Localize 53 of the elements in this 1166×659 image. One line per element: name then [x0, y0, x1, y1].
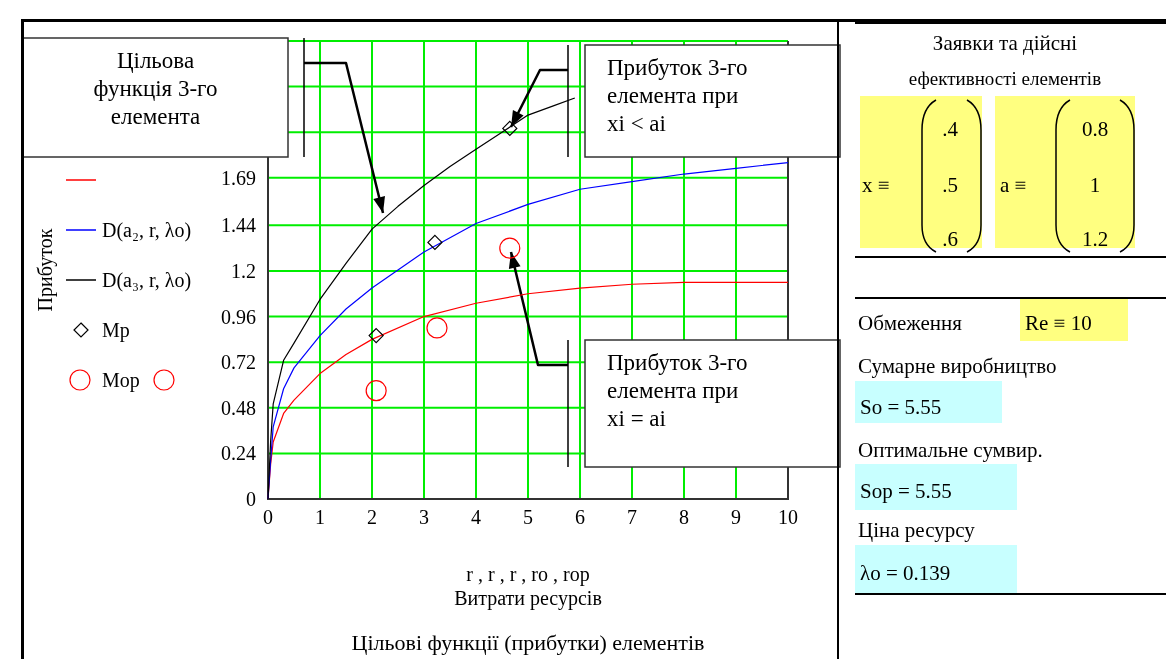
- x-tick-label: 1: [315, 506, 325, 528]
- point: [427, 234, 443, 251]
- y-tick-label: 1.44: [221, 214, 256, 237]
- text: a ≡: [1000, 173, 1027, 197]
- text: .5: [942, 173, 958, 197]
- y-axis-title: Прибуток: [34, 228, 57, 312]
- annotation: Прибуток 3-го елемента при xi = ai: [607, 350, 748, 431]
- text: Цільові функції (прибутки) елементів: [351, 630, 705, 655]
- text: λo = 0.139: [860, 561, 951, 585]
- text: Цільова функція 3-го елемента: [93, 48, 218, 129]
- y-tick-label: 0.72: [221, 351, 256, 374]
- legend-label: Mор: [102, 369, 140, 392]
- x-tick-label: 6: [575, 506, 585, 528]
- annotation: Прибуток 3-го елемента при xi < ai: [607, 55, 748, 136]
- y-tick-label: 0.24: [221, 442, 256, 465]
- text: So = 5.55: [860, 395, 942, 419]
- text: 0.8: [1081, 117, 1109, 141]
- x-tick-label: 0: [263, 506, 273, 528]
- text: Оптимальне сумвир.: [858, 438, 1043, 462]
- y-tick-label: 0: [246, 488, 256, 510]
- text: 1.2: [1081, 227, 1109, 251]
- x-axis-title: r , r , r , ro , rop Витрати ресурсів: [454, 563, 602, 610]
- point: [426, 317, 448, 339]
- legend-label: Mp: [102, 319, 130, 342]
- line-series: [267, 97, 576, 500]
- x-tick-label: 8: [679, 506, 689, 528]
- text: Обмеження: [858, 311, 963, 335]
- x-tick-label: 9: [731, 506, 741, 528]
- text: Re ≡ 10: [1025, 311, 1092, 335]
- text: Ціна ресурсу: [858, 518, 976, 542]
- legend-label: D(a₂, r, λo): [102, 219, 192, 242]
- y-tick-label: 0.48: [221, 396, 256, 419]
- text: x ≡: [862, 173, 890, 197]
- text: Сумарне виробництво: [858, 354, 1057, 378]
- text: Заявки та дійсні ефективності елементів: [908, 31, 1102, 89]
- x-tick-label: 2: [367, 506, 377, 528]
- x-tick-label: 5: [523, 506, 533, 528]
- x-tick-label: 3: [419, 506, 429, 528]
- x-tick-label: 4: [471, 506, 481, 528]
- legend-label: D(a₃, r, λo): [102, 269, 192, 292]
- x-tick-label: 10: [778, 506, 798, 528]
- point: [368, 327, 384, 344]
- text: 1: [1089, 173, 1101, 197]
- y-tick-label: 1.69: [221, 166, 256, 189]
- y-tick-label: 0.96: [221, 305, 256, 328]
- text: .6: [942, 227, 958, 251]
- y-tick-label: 1.2: [231, 259, 256, 282]
- text: Sop = 5.55: [860, 479, 952, 503]
- x-tick-label: 7: [627, 506, 637, 528]
- point: [502, 120, 518, 137]
- text: .4: [942, 117, 959, 141]
- point: [365, 380, 387, 402]
- point: [499, 237, 521, 259]
